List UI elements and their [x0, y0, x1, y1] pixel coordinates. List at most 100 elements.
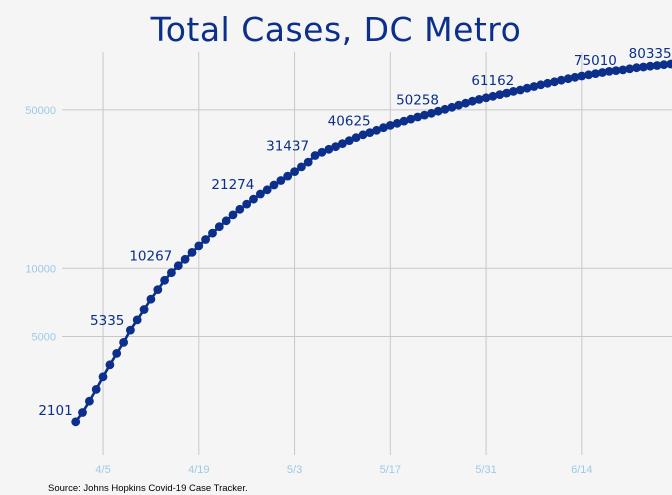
x-tick-label: 5/31 [475, 464, 496, 476]
data-point [522, 83, 532, 93]
data-label: 21274 [211, 177, 254, 193]
data-label: 10267 [129, 249, 172, 265]
x-tick-label: 5/17 [380, 464, 401, 476]
data-point [208, 228, 217, 238]
data-label: 2101 [38, 403, 72, 419]
data-point [577, 71, 587, 81]
data-point [584, 70, 594, 80]
data-point [78, 408, 87, 417]
data-point [119, 338, 128, 347]
data-point [474, 95, 484, 104]
data-point [303, 157, 313, 167]
data-point [659, 60, 669, 70]
data-point [310, 151, 320, 160]
data-point [515, 85, 525, 95]
data-point [604, 67, 614, 76]
data-label: 31437 [266, 139, 309, 155]
data-point [399, 116, 409, 126]
data-point [427, 108, 436, 118]
data-point [536, 80, 546, 90]
x-tick-label: 4/19 [188, 464, 209, 476]
data-point [372, 125, 381, 135]
data-point [645, 61, 655, 71]
x-tick-label: 5/3 [287, 464, 302, 476]
data-point [454, 100, 464, 110]
data-point [420, 110, 429, 120]
series-cases [71, 59, 672, 427]
data-point [495, 90, 505, 99]
data-point [433, 106, 443, 116]
data-point [461, 98, 470, 108]
data-point [146, 294, 156, 304]
data-point [529, 82, 539, 91]
data-point [351, 133, 361, 143]
data-point [125, 325, 135, 335]
data-point [591, 69, 600, 78]
data-point [242, 199, 252, 209]
data-point [71, 417, 81, 427]
data-point [256, 189, 265, 199]
data-point [228, 210, 238, 220]
data-label: 61162 [471, 73, 514, 89]
chart-title: Total Cases, DC Metro [150, 10, 522, 49]
data-point [625, 64, 635, 74]
y-tick-label: 50000 [25, 105, 56, 117]
data-point [598, 68, 607, 77]
data-point [502, 88, 511, 98]
data-point [666, 59, 672, 69]
data-point [167, 268, 176, 278]
data-point [235, 204, 245, 214]
data-point [440, 104, 450, 114]
data-point [570, 72, 580, 82]
data-point [481, 93, 491, 103]
data-point [160, 275, 170, 285]
data-point [488, 91, 498, 101]
data-point [543, 78, 552, 88]
data-label: 80335 [629, 46, 672, 62]
data-point [652, 61, 662, 70]
data-point [262, 185, 272, 195]
source-note: Source: Johns Hopkins Covid-19 Case Trac… [48, 483, 248, 494]
data-point [618, 65, 628, 75]
data-point [283, 171, 293, 181]
grid-lines [62, 52, 672, 455]
data-point [194, 241, 204, 251]
data-label: 40625 [328, 113, 371, 129]
series-line [74, 62, 672, 423]
data-point [324, 144, 334, 154]
data-point [180, 254, 190, 264]
data-point [611, 66, 621, 75]
data-point [249, 194, 258, 204]
data-point [509, 87, 518, 96]
data-point [269, 180, 279, 190]
data-point [173, 261, 183, 271]
data-point [344, 136, 354, 146]
data-point [297, 162, 306, 172]
data-point [550, 77, 559, 87]
data-labels: 2101 5335 10267 21274 31437 40625 50258 61162 75… [38, 46, 672, 419]
data-point [413, 112, 423, 122]
data-point [639, 62, 648, 72]
data-point [98, 372, 108, 382]
data-point [385, 121, 395, 130]
data-point [276, 176, 286, 185]
x-axis-ticks: 4/5 4/19 5/3 5/17 5/31 6/14 [95, 464, 592, 476]
data-point [379, 123, 388, 133]
data-point [365, 128, 375, 138]
data-point [290, 167, 299, 177]
data-point [406, 114, 416, 124]
data-point [331, 142, 340, 152]
data-point [112, 349, 122, 358]
data-point [105, 360, 115, 370]
data-point [632, 63, 641, 73]
data-point [563, 74, 573, 84]
data-point [556, 75, 566, 85]
data-point [214, 222, 224, 232]
data-point [317, 147, 327, 157]
data-point [139, 305, 149, 314]
data-point [392, 118, 402, 128]
data-label: 5335 [90, 313, 124, 329]
x-tick-label: 6/14 [571, 464, 592, 476]
